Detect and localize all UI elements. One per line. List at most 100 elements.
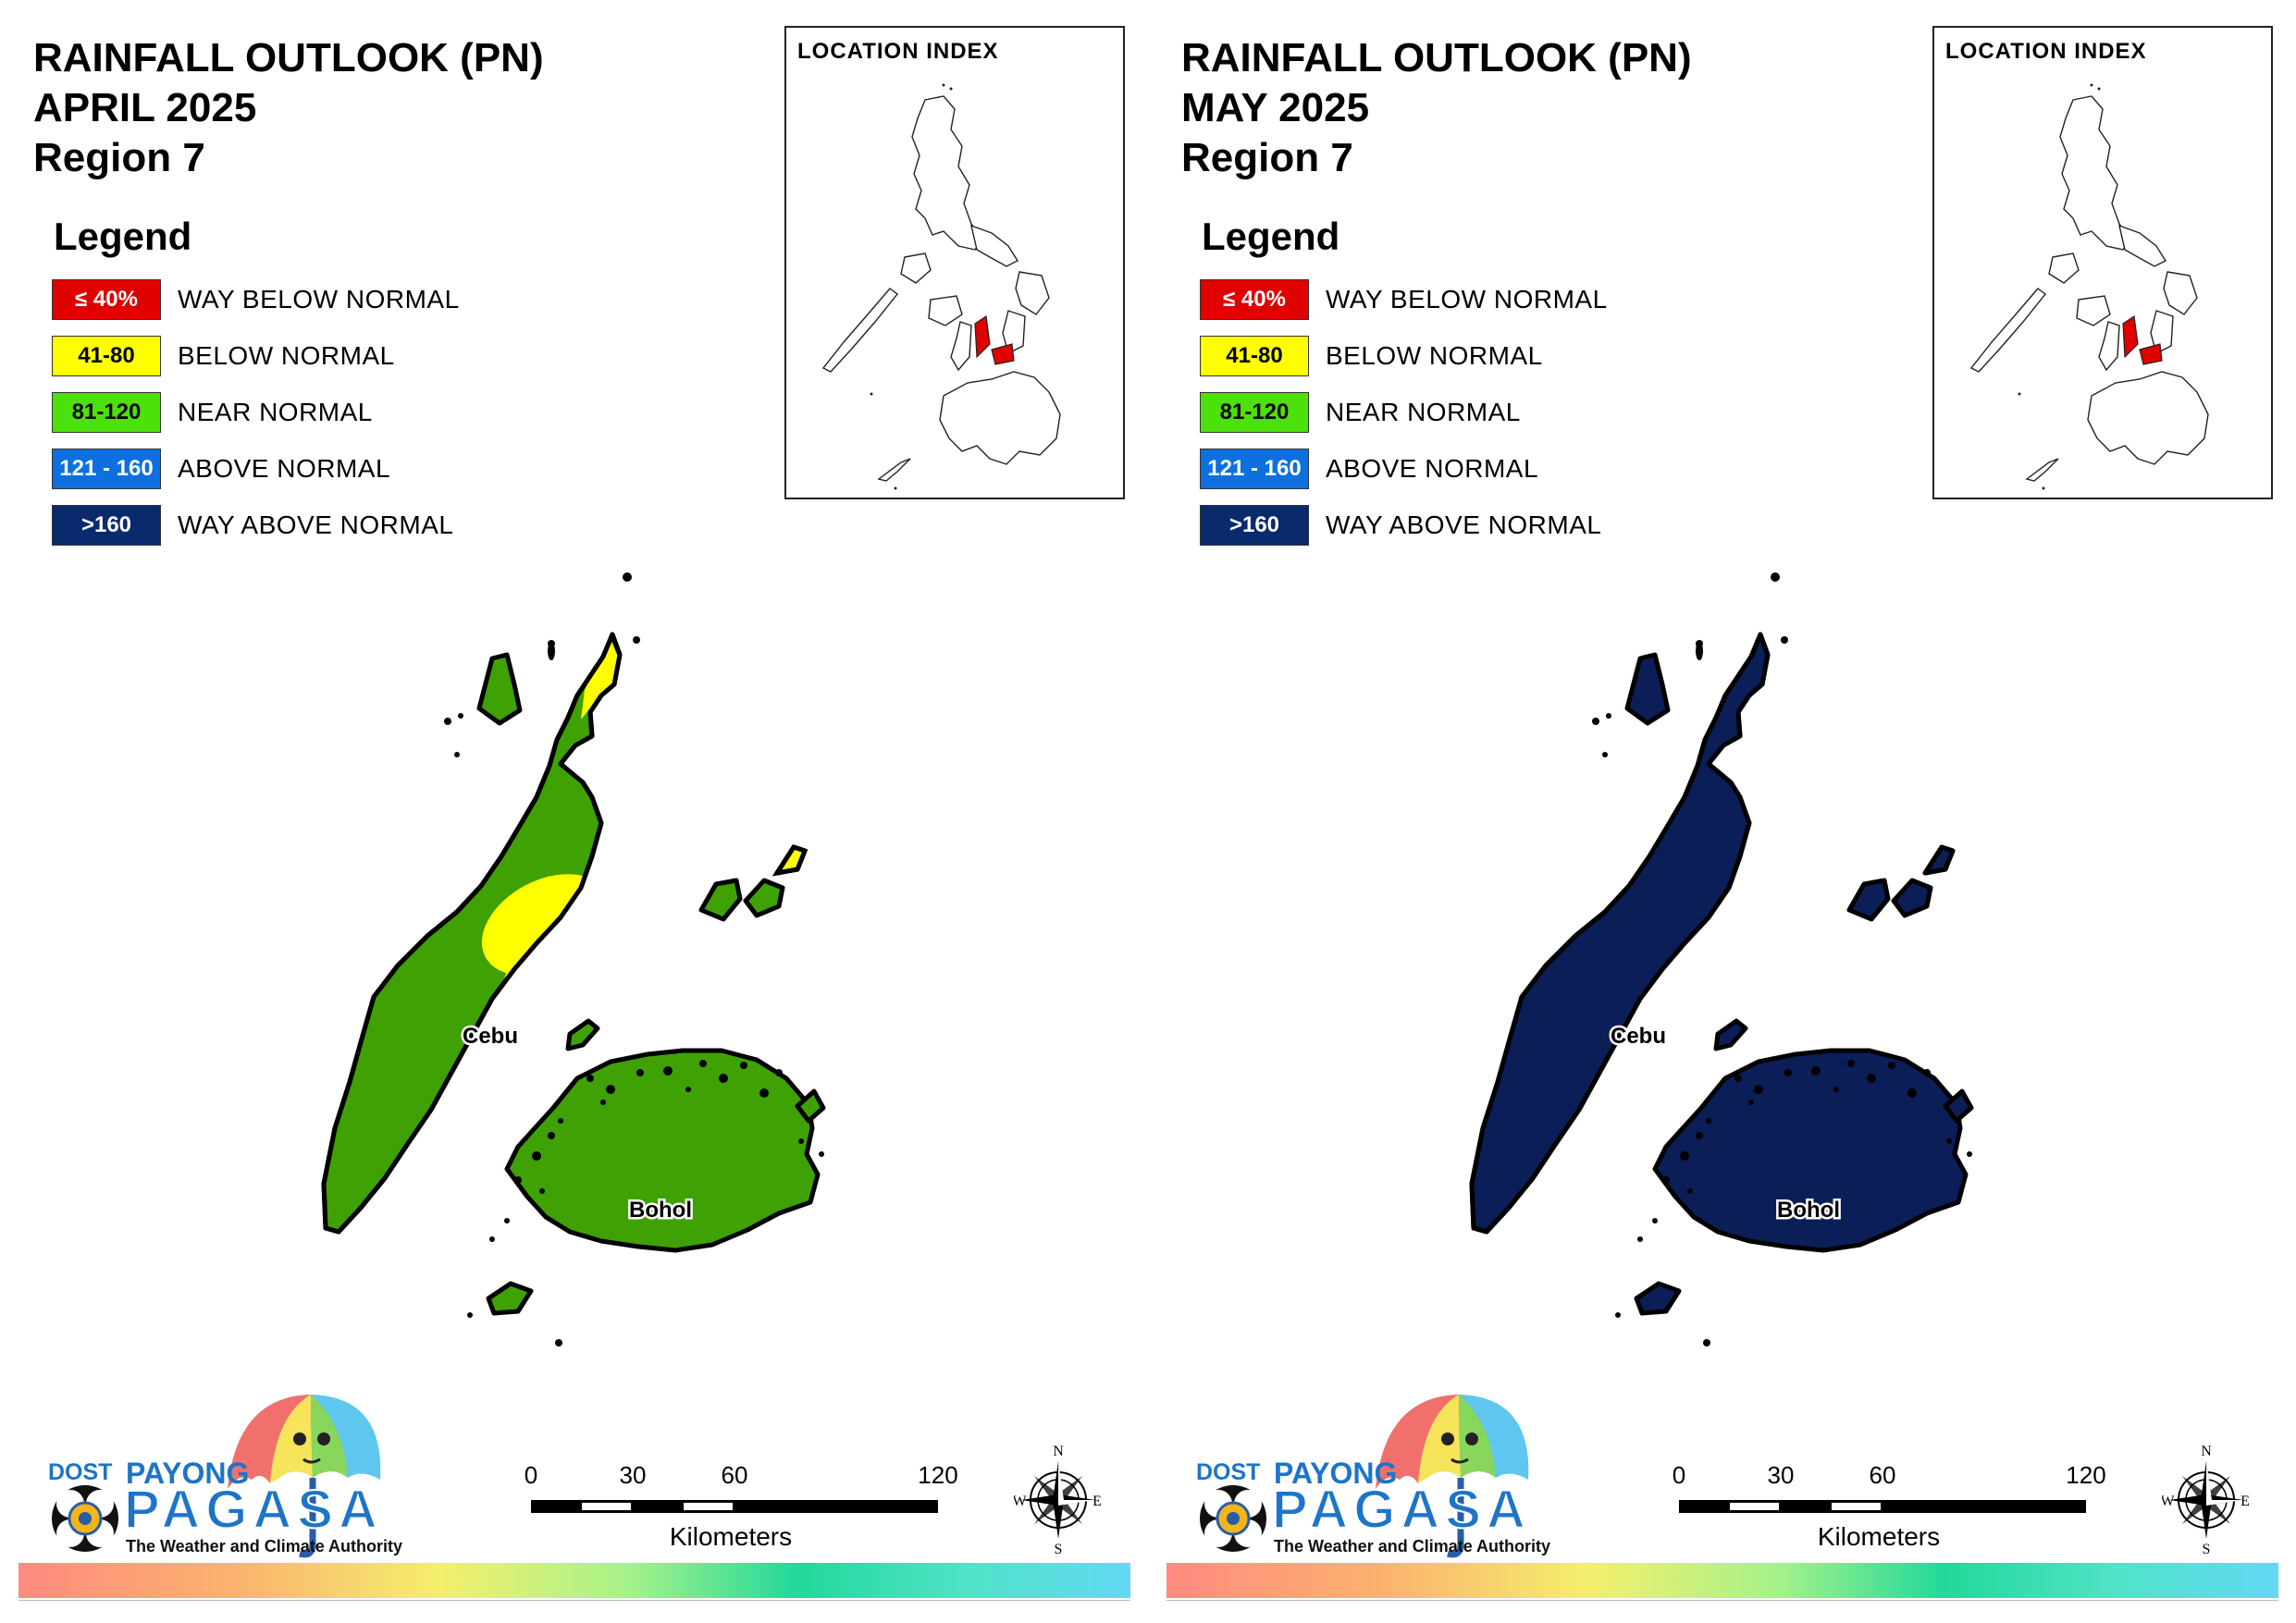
mactan-island bbox=[565, 1018, 600, 1051]
legend-item-below: 41-80 BELOW NORMAL bbox=[1200, 334, 1608, 378]
palawan-outline bbox=[1969, 288, 2046, 373]
pagasa-logo-graphic: DOST PAYONG PAGASA The Weather and Clima… bbox=[48, 1395, 402, 1558]
samar-outline bbox=[2163, 271, 2198, 315]
pagasa-logo: DOST PAYONG PAGASA The Weather and Clima… bbox=[1181, 1387, 1551, 1572]
scale-unit: Kilometers bbox=[1817, 1522, 1941, 1551]
bantayan-island bbox=[476, 652, 523, 726]
camotes-island-1 bbox=[698, 878, 743, 922]
inset-highlight-region7 bbox=[2122, 314, 2163, 365]
mindoro-outline bbox=[2048, 252, 2080, 284]
luzon-outline bbox=[2059, 95, 2131, 251]
compass-n: N bbox=[1053, 1444, 1064, 1459]
logo-dost: DOST bbox=[48, 1459, 112, 1485]
logo-payong: PAYONG bbox=[126, 1457, 249, 1490]
philippines-outline-map bbox=[1969, 83, 2209, 490]
region7-map: Cebu Bohol bbox=[1469, 572, 1974, 1346]
scale-tick: 30 bbox=[619, 1461, 647, 1489]
legend-label: WAY ABOVE NORMAL bbox=[1326, 510, 1602, 539]
logo-dost: DOST bbox=[1196, 1459, 1260, 1485]
legend-item-near: 81-120 NEAR NORMAL bbox=[1200, 390, 1608, 435]
legend-heading: Legend bbox=[54, 215, 192, 258]
outlook-panel-may: RAINFALL OUTLOOK (PN) MAY 2025 Region 7 … bbox=[1148, 0, 2296, 1623]
title-line-1: RAINFALL OUTLOOK (PN) bbox=[1181, 35, 1692, 80]
title-line-2: APRIL 2025 bbox=[33, 85, 257, 130]
compass-w: W bbox=[1014, 1494, 1027, 1509]
legend-label: ABOVE NORMAL bbox=[178, 454, 391, 483]
legend-swatch: >160 bbox=[1200, 505, 1309, 546]
scale-tick: 60 bbox=[1869, 1461, 1896, 1489]
scale-bar-graphic bbox=[531, 1500, 938, 1513]
camotes-island-2 bbox=[1891, 878, 1933, 918]
inset-highlight-region7 bbox=[974, 314, 1015, 365]
legend-swatch: ≤ 40% bbox=[1200, 279, 1309, 320]
negros-outline bbox=[2098, 321, 2120, 372]
legend-label: NEAR NORMAL bbox=[178, 398, 373, 426]
bohol-label: Bohol bbox=[1777, 1198, 1840, 1223]
legend-swatch: 121 - 160 bbox=[1200, 449, 1309, 489]
sulu-outline bbox=[2025, 458, 2059, 482]
compass-rose-icon: N S E W bbox=[1012, 1444, 1102, 1557]
legend-swatch: ≤ 40% bbox=[52, 279, 161, 320]
panay-outline bbox=[928, 295, 963, 326]
scale-tick: 120 bbox=[2066, 1461, 2106, 1489]
small-islets bbox=[1592, 572, 1972, 1346]
panay-outline bbox=[2076, 295, 2111, 326]
legend-label: BELOW NORMAL bbox=[178, 341, 395, 370]
scale-bar: 0 30 60 120 Kilometers bbox=[524, 1461, 958, 1563]
legend-label: WAY BELOW NORMAL bbox=[1326, 285, 1608, 314]
compass-e: E bbox=[1092, 1494, 1102, 1509]
compass-n: N bbox=[2201, 1444, 2212, 1459]
footer-rule bbox=[19, 1600, 1130, 1601]
scale-bar-graphic bbox=[1679, 1500, 2086, 1513]
dost-seal-icon bbox=[1200, 1485, 1266, 1552]
footer-color-band bbox=[1167, 1563, 2278, 1598]
pagasa-logo: DOST PAYONG PAGASA The Weather and Clima… bbox=[33, 1387, 403, 1572]
location-index-inset: LOCATION INDEX bbox=[784, 26, 1125, 499]
legend-label: NEAR NORMAL bbox=[1326, 398, 1521, 426]
inset-title: LOCATION INDEX bbox=[1945, 39, 2147, 64]
cebu-label: Cebu bbox=[1611, 1024, 1666, 1049]
location-index-inset: LOCATION INDEX bbox=[1932, 26, 2273, 499]
north-arrow: N S E W bbox=[2160, 1443, 2251, 1557]
compass-s: S bbox=[2203, 1542, 2211, 1555]
logo-payong: PAYONG bbox=[1274, 1457, 1397, 1490]
legend-label: ABOVE NORMAL bbox=[1326, 454, 1539, 483]
palawan-outline bbox=[821, 288, 898, 373]
compass-w: W bbox=[2162, 1494, 2175, 1509]
north-arrow: N S E W bbox=[1012, 1443, 1103, 1557]
luzon-east-outline bbox=[2118, 224, 2167, 267]
legend-label: BELOW NORMAL bbox=[1326, 341, 1543, 370]
pagasa-logo-graphic: DOST PAYONG PAGASA The Weather and Clima… bbox=[1196, 1395, 1550, 1558]
cebu-label: Cebu bbox=[463, 1024, 518, 1049]
legend-item-way-below: ≤ 40% WAY BELOW NORMAL bbox=[52, 277, 460, 322]
below-normal-zone-tip bbox=[581, 640, 618, 719]
compass-e: E bbox=[2240, 1494, 2250, 1509]
scale-unit: Kilometers bbox=[669, 1522, 793, 1551]
legend-swatch: 81-120 bbox=[1200, 392, 1309, 433]
footer-color-band bbox=[19, 1563, 1130, 1598]
small-islets bbox=[444, 572, 824, 1346]
bohol-islet-1 bbox=[795, 1088, 826, 1124]
legend-item-way-below: ≤ 40% WAY BELOW NORMAL bbox=[1200, 277, 1608, 322]
scale-tick: 0 bbox=[1672, 1461, 1686, 1489]
title-line-2: MAY 2025 bbox=[1181, 85, 1370, 130]
legend-label: WAY BELOW NORMAL bbox=[178, 285, 460, 314]
siquijor-island bbox=[486, 1281, 534, 1316]
logo-tagline: The Weather and Climate Authority bbox=[1274, 1537, 1550, 1555]
camotes-below-normal bbox=[772, 844, 809, 877]
camotes-island-1 bbox=[1846, 878, 1891, 922]
region7-map: Cebu Bohol bbox=[321, 572, 826, 1346]
panel-title: RAINFALL OUTLOOK (PN) APRIL 2025 Region … bbox=[33, 33, 544, 183]
legend-item-above: 121 - 160 ABOVE NORMAL bbox=[52, 447, 460, 491]
logo-tagline: The Weather and Climate Authority bbox=[126, 1537, 402, 1555]
mactan-island bbox=[1713, 1018, 1748, 1051]
scale-tick: 0 bbox=[524, 1461, 538, 1489]
luzon-east-outline bbox=[970, 224, 1019, 267]
bohol-islet-1 bbox=[1943, 1088, 1974, 1124]
panel-title: RAINFALL OUTLOOK (PN) MAY 2025 Region 7 bbox=[1181, 33, 1692, 183]
legend-swatch: 81-120 bbox=[52, 392, 161, 433]
scale-tick: 60 bbox=[721, 1461, 748, 1489]
camotes-island-2 bbox=[743, 878, 785, 918]
mindanao-outline bbox=[939, 371, 1061, 465]
leyte-outline bbox=[1002, 310, 1026, 355]
